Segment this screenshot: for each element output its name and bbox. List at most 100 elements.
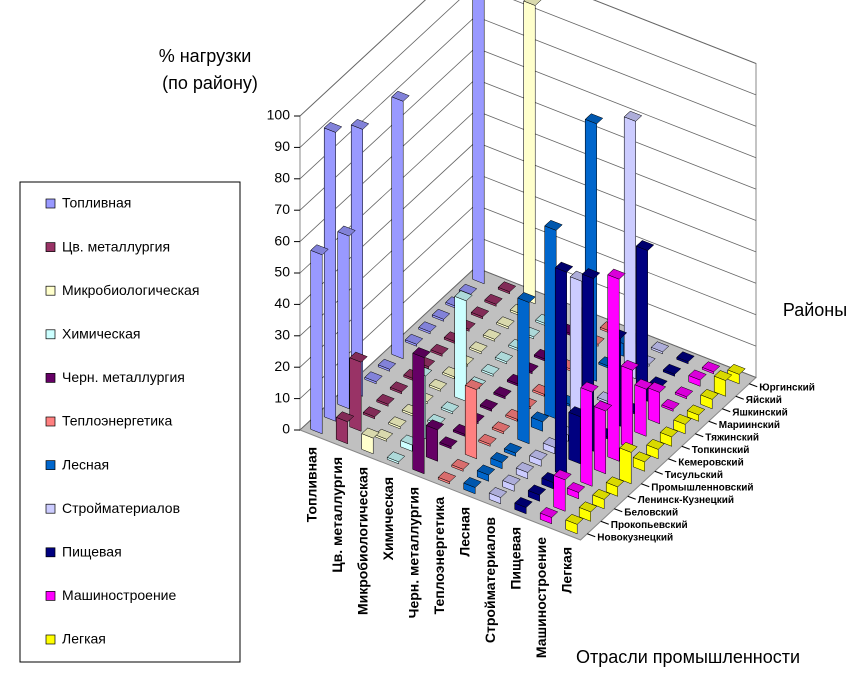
bar <box>515 461 535 480</box>
bar <box>544 219 563 420</box>
legend-label: Стройматериалов <box>62 500 180 516</box>
bar-top <box>476 464 496 476</box>
bar-top <box>635 240 655 251</box>
bar-top <box>584 113 604 125</box>
bar-top <box>527 484 547 496</box>
bar-top <box>581 268 601 279</box>
bar <box>592 488 611 510</box>
z-tick <box>587 533 596 538</box>
bar <box>452 423 472 437</box>
z-tick <box>749 383 758 388</box>
bar-top <box>554 261 574 273</box>
y-tick-label: 90 <box>274 138 290 154</box>
bar-top <box>544 219 563 231</box>
bar-top <box>517 292 536 303</box>
bar-top <box>659 426 679 438</box>
bar <box>647 381 667 425</box>
bar <box>440 401 460 415</box>
y-axis-title: % нагрузки <box>159 46 252 66</box>
legend-swatch <box>45 373 56 383</box>
bar-top <box>605 476 625 488</box>
bar <box>479 398 499 412</box>
bar-top <box>376 393 395 405</box>
y-axis-title: (по району) <box>162 73 258 93</box>
bar-top <box>458 283 478 295</box>
bar-top <box>662 363 682 375</box>
z-tick-label: Новокузнецкий <box>597 532 673 543</box>
z-tick-label: Ленинск-Кузнецкий <box>638 495 734 506</box>
bar-top <box>647 381 667 393</box>
bar-top <box>361 427 380 439</box>
legend-box <box>19 181 241 663</box>
bar-top <box>620 359 640 371</box>
bar <box>454 290 473 402</box>
bar-top <box>386 451 406 463</box>
bar-top <box>451 458 470 470</box>
bar-front <box>647 387 660 425</box>
bar-front <box>412 352 425 475</box>
legend-swatch <box>45 285 56 296</box>
legend-label: Черн. металлургия <box>62 369 185 385</box>
bar-top <box>335 411 355 423</box>
z-tick <box>708 420 717 425</box>
bar <box>503 442 523 457</box>
x-tick-label: Пищевая <box>507 527 523 590</box>
x-tick-label: Стройматериалов <box>482 517 498 643</box>
grid-line <box>299 0 757 148</box>
bar <box>700 388 719 410</box>
legend-swatch <box>45 460 56 470</box>
bar-top <box>439 436 458 448</box>
bar-top <box>515 462 535 473</box>
bar-front <box>620 365 633 450</box>
bar-top <box>673 413 692 425</box>
bar <box>388 416 407 430</box>
bar <box>632 451 652 472</box>
bar-top <box>700 388 719 400</box>
z-tick-label: Яйский <box>746 395 782 406</box>
bar-top <box>553 469 572 481</box>
y-tick-label: 60 <box>274 232 290 248</box>
bar-top <box>646 438 665 450</box>
legend-swatch <box>45 416 56 427</box>
bar-top <box>488 487 508 498</box>
bar <box>428 378 448 392</box>
y-tick-label: 50 <box>274 264 290 280</box>
bar-top <box>523 0 542 6</box>
bar <box>349 351 368 432</box>
bar-front <box>635 245 648 402</box>
bar-front <box>517 297 530 445</box>
x-tick-label: Машиностроение <box>533 537 549 658</box>
bar-front <box>634 384 647 437</box>
z-tick <box>681 445 690 450</box>
bar-top <box>484 293 503 305</box>
bar <box>425 419 445 462</box>
legend-label: Пищевая <box>62 544 122 560</box>
bar <box>554 261 574 477</box>
bar <box>661 398 680 412</box>
bar <box>389 381 409 395</box>
bar <box>553 469 572 512</box>
legend-label: Лесная <box>62 456 109 472</box>
bar <box>418 321 437 335</box>
legend-label: Химическая <box>62 326 140 342</box>
y-tick-label: 20 <box>274 358 290 374</box>
bar <box>376 393 395 407</box>
bar-top <box>578 501 598 513</box>
bar-top <box>619 441 638 453</box>
bar-top <box>478 433 497 445</box>
bar-top <box>623 110 643 122</box>
bar <box>635 239 655 402</box>
bar-top <box>727 363 746 375</box>
bar-top <box>713 370 733 381</box>
bar-front <box>472 0 485 285</box>
z-tick <box>722 408 731 413</box>
bar <box>686 404 706 422</box>
bar <box>688 369 707 387</box>
bar-front <box>425 425 438 462</box>
z-tick-label: Юргинский <box>759 382 815 393</box>
bar-top <box>580 381 599 393</box>
bar <box>362 406 382 420</box>
bar <box>514 496 533 515</box>
x-tick-label: Микробиологическая <box>354 467 370 615</box>
bar <box>532 383 551 397</box>
